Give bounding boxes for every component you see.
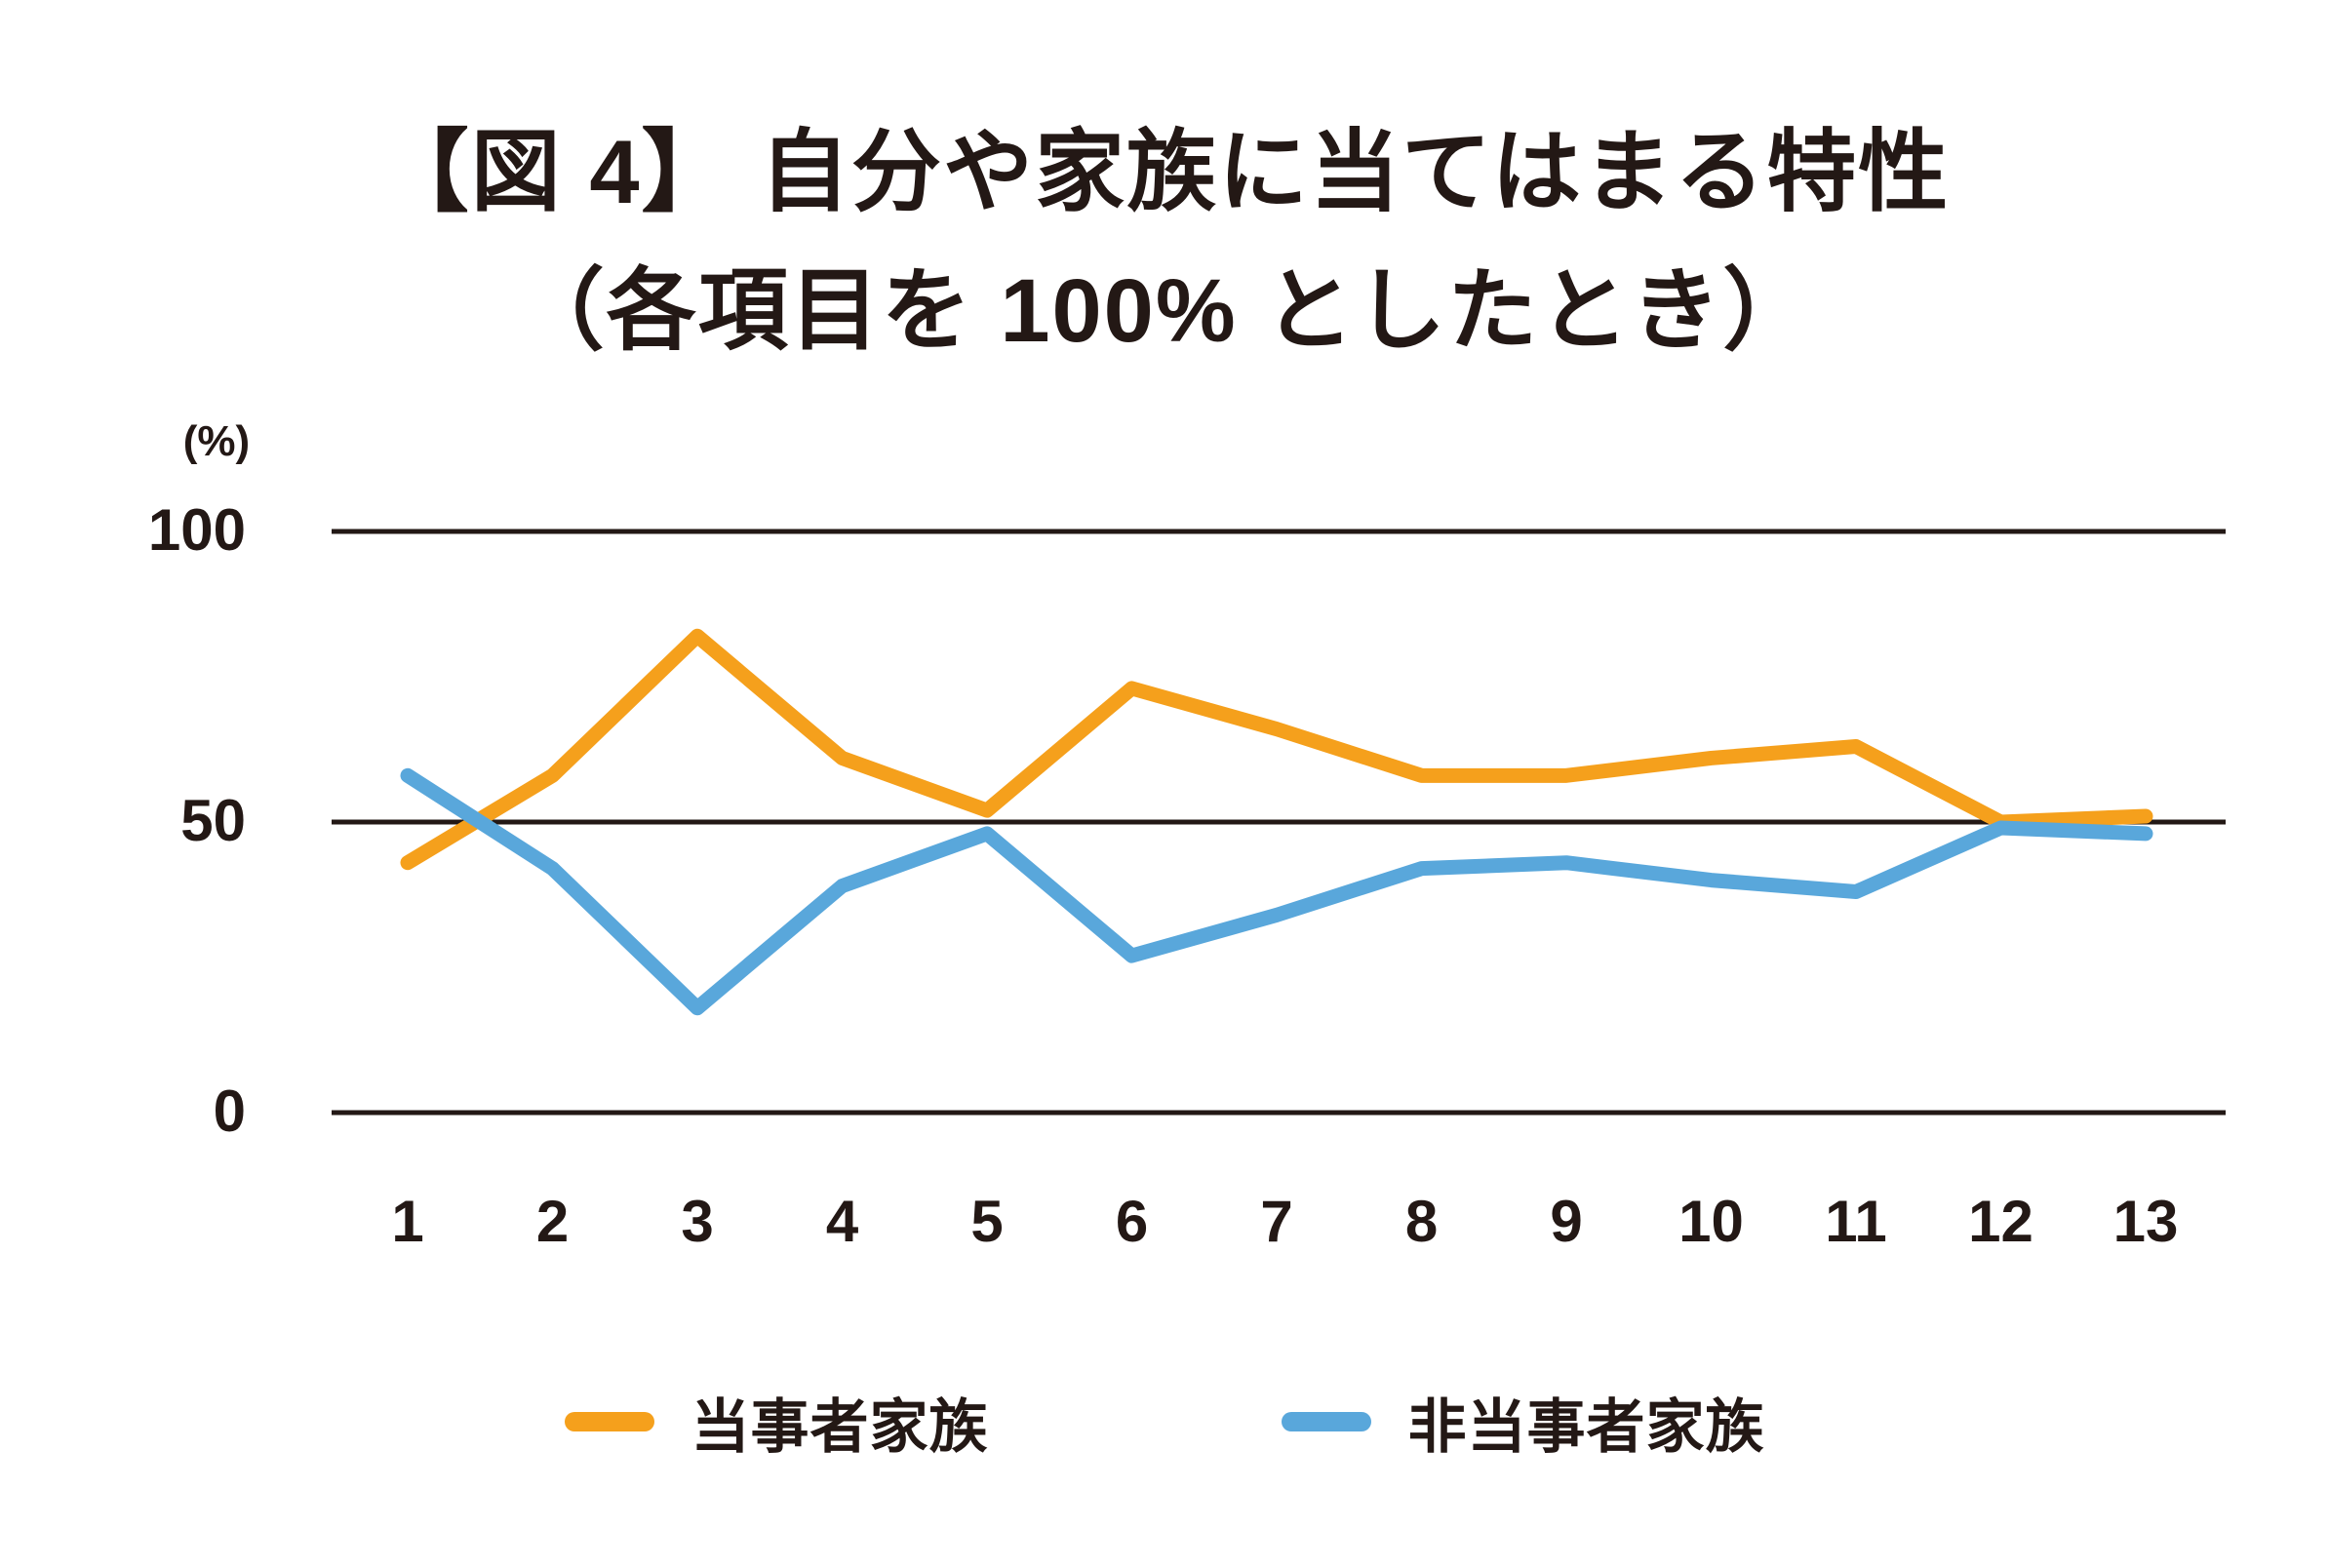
x-tick-label-3: 3 [681, 1189, 714, 1254]
series-line-1 [400, 767, 2153, 1016]
legend-label-series-1: 非当事者家族 [1407, 1393, 1765, 1460]
x-tick-label-9: 9 [1550, 1189, 1583, 1254]
x-tick-label-8: 8 [1404, 1189, 1439, 1254]
chart-title: 【図 4】 自分や家族に当てはまる特性 （各項目を 100% としたとき） [0, 103, 2329, 380]
legend-swatch-blue-line [1281, 1412, 1371, 1431]
x-tick-label-6: 6 [1115, 1189, 1149, 1254]
series-line-0 [400, 628, 2153, 871]
x-tick-label-2: 2 [535, 1189, 570, 1254]
y-tick-label-100: 100 [147, 497, 246, 564]
y-axis-unit-label: (%) [182, 417, 251, 465]
x-tick-label-1: 1 [391, 1189, 424, 1254]
chart-title-line2: （各項目を 100% としたとき） [514, 261, 1815, 361]
legend: 当事者家族 非当事者家族 [0, 1373, 2329, 1470]
x-tick-label-4: 4 [825, 1189, 859, 1254]
y-tick-label-50: 50 [180, 788, 246, 854]
legend-item-series-1: 非当事者家族 [1281, 1380, 1765, 1465]
x-tick-label-11: 11 [1825, 1189, 1887, 1254]
chart-title-line1: 【図 4】 自分や家族に当てはまる特性 [378, 123, 1951, 222]
x-tick-label-12: 12 [1968, 1189, 2033, 1254]
y-tick-label-0: 0 [213, 1078, 246, 1145]
x-tick-label-13: 13 [2112, 1189, 2179, 1254]
legend-item-series-0: 当事者家族 [564, 1380, 989, 1465]
x-tick-label-10: 10 [1678, 1189, 1744, 1254]
legend-swatch-orange-line [564, 1412, 654, 1431]
legend-label-series-0: 当事者家族 [691, 1393, 989, 1460]
x-tick-label-7: 7 [1260, 1189, 1293, 1254]
x-tick-label-5: 5 [970, 1189, 1004, 1254]
